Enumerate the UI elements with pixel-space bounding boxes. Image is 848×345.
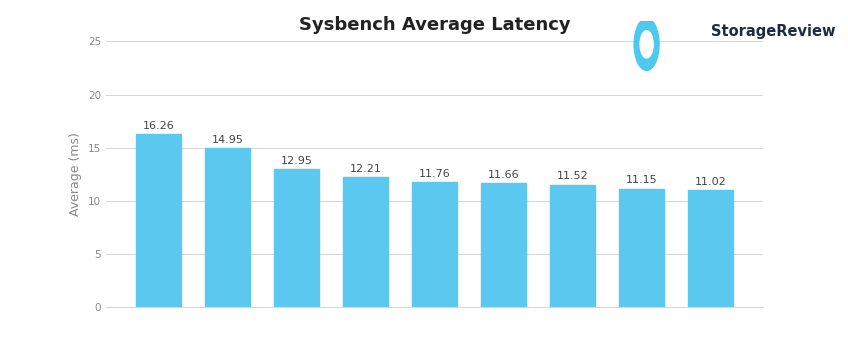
Circle shape (634, 18, 659, 70)
Text: 16.26: 16.26 (142, 121, 174, 131)
Bar (550, 185, 595, 307)
Bar (689, 190, 734, 307)
Text: 11.66: 11.66 (488, 170, 520, 180)
Circle shape (644, 32, 650, 44)
Text: 12.21: 12.21 (349, 164, 382, 174)
Text: StorageReview: StorageReview (711, 24, 835, 39)
Bar (412, 182, 457, 307)
Bar (205, 148, 250, 307)
Text: 12.95: 12.95 (281, 156, 312, 166)
Text: 14.95: 14.95 (211, 135, 243, 145)
Y-axis label: Average (ms): Average (ms) (70, 132, 82, 216)
Bar (619, 189, 664, 307)
Text: 11.52: 11.52 (557, 171, 589, 181)
Text: 11.15: 11.15 (626, 175, 657, 185)
Text: 11.76: 11.76 (419, 169, 450, 179)
Text: 11.02: 11.02 (695, 177, 727, 187)
Bar (136, 134, 181, 307)
Title: Sysbench Average Latency: Sysbench Average Latency (298, 16, 571, 34)
Circle shape (640, 31, 653, 58)
Bar (274, 169, 319, 307)
Bar (481, 183, 526, 307)
Bar (343, 177, 388, 307)
